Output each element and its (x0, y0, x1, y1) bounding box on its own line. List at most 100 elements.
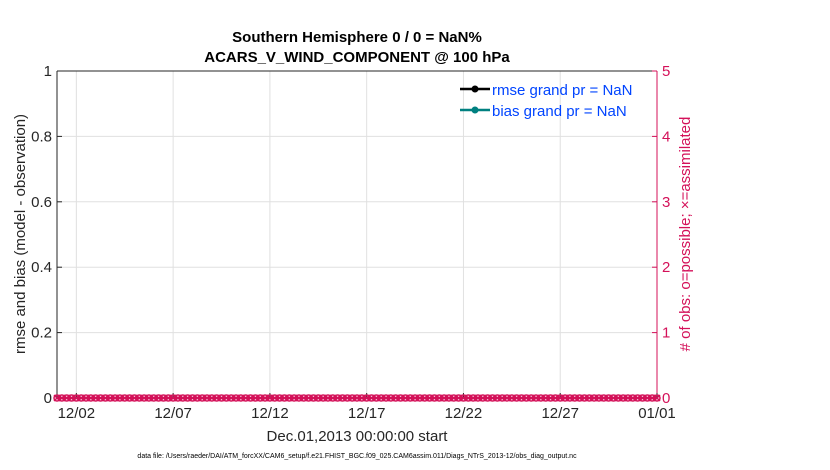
obs-possible-marker (493, 394, 502, 402)
obs-possible-marker (290, 394, 298, 402)
y-tick-label: 0.4 (31, 259, 52, 276)
obs-possible-marker (179, 394, 187, 402)
obs-possible-marker (237, 394, 245, 402)
obs-possible-marker (440, 394, 448, 402)
obs-possible-marker (232, 394, 240, 402)
obs-possible-marker (174, 394, 182, 402)
obs-possible-marker (445, 394, 453, 402)
obs-possible-marker (319, 394, 327, 402)
y-right-tick-label: 2 (662, 259, 670, 276)
obs-possible-marker (154, 394, 163, 402)
obs-possible-marker (125, 394, 134, 402)
obs-possible-marker (270, 394, 279, 402)
obs-possible-marker (106, 394, 114, 402)
legend-marker-rmse (471, 85, 479, 93)
obs-possible-marker (575, 394, 584, 402)
obs-possible-marker (82, 394, 90, 402)
obs-possible-marker (580, 394, 589, 402)
obs-possible-marker (469, 394, 477, 402)
obs-possible-marker (183, 394, 192, 402)
obs-possible-marker (367, 394, 376, 402)
obs-possible-marker (198, 394, 206, 402)
y-tick-label: 0 (44, 390, 52, 407)
obs-possible-marker (474, 394, 482, 402)
obs-possible-marker (629, 394, 637, 402)
y-right-tick-label: 1 (662, 325, 670, 342)
obs-possible-marker (338, 394, 347, 402)
obs-possible-marker (450, 394, 458, 402)
y-axis-label: rmse and bias (model - observation) (12, 114, 29, 354)
obs-possible-marker (275, 394, 284, 402)
obs-possible-marker (314, 394, 323, 402)
obs-possible-marker (411, 394, 419, 402)
obs-assimilated-marker (653, 394, 661, 402)
y-tick-label: 0.6 (31, 194, 52, 211)
obs-possible-marker (406, 394, 414, 402)
obs-possible-marker (483, 394, 492, 402)
obs-possible-marker (396, 394, 405, 402)
y-right-tick-label: 0 (662, 390, 670, 407)
obs-possible-marker (537, 394, 545, 402)
obs-possible-marker (604, 394, 613, 402)
obs-possible-marker (150, 394, 158, 402)
obs-possible-marker (512, 394, 521, 402)
obs-possible-marker (241, 394, 250, 402)
obs-possible-marker (72, 394, 81, 402)
obs-possible-marker (343, 394, 352, 402)
obs-possible-marker (459, 394, 468, 402)
obs-possible-marker (624, 394, 632, 402)
y-tick-label: 0.8 (31, 128, 52, 145)
x-tick-label: 12/12 (251, 405, 289, 422)
obs-possible-marker (227, 394, 235, 402)
obs-possible-marker (261, 394, 269, 402)
obs-possible-marker (53, 394, 61, 402)
obs-possible-marker (217, 394, 226, 402)
y-tick-label: 0.2 (31, 325, 52, 342)
obs-possible-marker (329, 394, 337, 402)
obs-possible-marker (280, 394, 289, 402)
obs-possible-marker (130, 394, 139, 402)
x-axis-label: Dec.01,2013 00:00:00 start (267, 428, 449, 445)
obs-possible-marker (517, 394, 526, 402)
obs-possible-marker (266, 394, 274, 402)
obs-possible-marker (372, 394, 381, 402)
obs-possible-marker (67, 394, 76, 402)
obs-possible-marker (135, 394, 144, 402)
x-tick-label: 12/22 (445, 405, 483, 422)
obs-possible-marker (193, 394, 202, 402)
obs-possible-marker (58, 394, 66, 402)
obs-possible-marker (488, 394, 497, 402)
obs-possible-marker (188, 394, 197, 402)
obs-possible-marker (169, 394, 177, 402)
obs-possible-marker (208, 394, 216, 402)
obs-possible-marker (300, 394, 308, 402)
obs-possible-marker (638, 394, 647, 402)
obs-possible-marker (566, 394, 574, 402)
obs-possible-marker (479, 394, 487, 402)
legend: rmse grand pr = NaN bias grand pr = NaN (460, 82, 632, 120)
obs-possible-marker (120, 394, 129, 402)
obs-possible-marker (570, 394, 579, 402)
legend-marker-bias (471, 106, 479, 114)
y-tick-label: 1 (44, 63, 52, 80)
obs-possible-marker (420, 394, 429, 402)
obs-possible-marker (77, 394, 85, 402)
obs-possible-marker (387, 394, 395, 402)
obs-possible-marker (203, 394, 211, 402)
obs-possible-marker (145, 394, 153, 402)
obs-possible-marker (609, 394, 618, 402)
obs-possible-marker (430, 394, 439, 402)
obs-possible-marker (304, 394, 313, 402)
obs-possible-marker (212, 394, 221, 402)
obs-possible-marker (541, 394, 550, 402)
y-right-tick-label: 3 (662, 194, 670, 211)
obs-possible-marker (140, 394, 148, 402)
obs-possible-marker (164, 394, 173, 402)
y-axis-right-label: # of obs: o=possible; ×=assimilated (677, 117, 694, 352)
obs-possible-marker (91, 394, 100, 402)
obs-possible-marker (358, 394, 366, 402)
obs-possible-marker (522, 394, 531, 402)
footer-data-file: data file: /Users/raeder/DAI/ATM_forcXX/… (137, 453, 577, 460)
obs-possible-marker (653, 394, 661, 402)
